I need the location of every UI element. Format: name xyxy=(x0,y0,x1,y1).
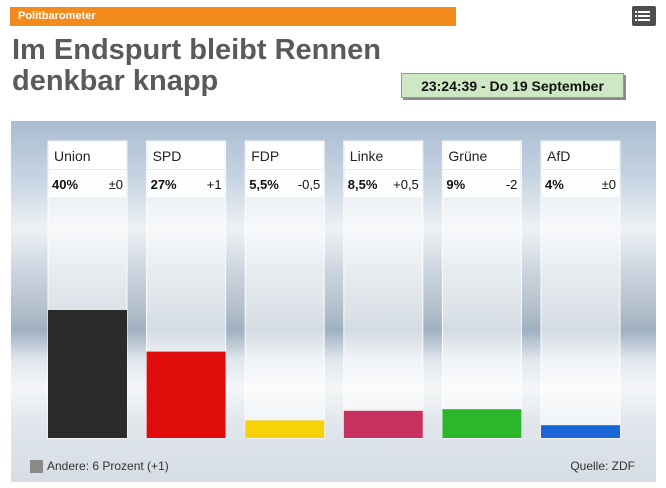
change-label-afd: ±0 xyxy=(602,177,616,192)
party-label-fdp: FDP xyxy=(251,148,279,164)
label-box-spd xyxy=(147,142,225,169)
bar-gr-ne xyxy=(442,409,522,438)
party-label-gr-ne: Grüne xyxy=(448,148,487,164)
change-label-linke: +0,5 xyxy=(393,177,419,192)
section-label: Politbarometer xyxy=(18,10,96,22)
party-label-afd: AfD xyxy=(547,148,570,164)
bar-linke xyxy=(343,410,423,438)
value-label-gr-ne: 9% xyxy=(446,177,465,192)
value-label-spd: 27% xyxy=(151,177,177,192)
legend-entry-andere: Andere: 6 Prozent (+1) xyxy=(47,459,169,473)
menu-button[interactable] xyxy=(632,6,656,26)
clock-display: 23:24:39 - Do 19 September xyxy=(401,73,624,98)
bar-spd xyxy=(146,351,226,438)
value-label-fdp: 5,5% xyxy=(249,177,279,192)
list-icon xyxy=(635,11,650,13)
value-box-afd xyxy=(542,170,619,197)
value-box-gr-ne xyxy=(443,170,521,197)
change-label-union: ±0 xyxy=(109,177,123,192)
label-box-union xyxy=(49,142,126,169)
list-icon-line xyxy=(635,15,650,17)
page-title: Im Endspurt bleibt Rennen denkbar knapp xyxy=(12,34,381,97)
value-label-union: 40% xyxy=(52,177,78,192)
value-box-linke xyxy=(344,170,422,197)
label-box-linke xyxy=(344,142,422,169)
legend-swatch xyxy=(30,460,43,473)
label-box-fdp xyxy=(246,142,324,169)
party-label-union: Union xyxy=(54,148,91,164)
source-label: Quelle: ZDF xyxy=(570,459,635,473)
bar-fdp xyxy=(245,420,325,438)
list-icon-line xyxy=(635,19,650,21)
party-label-linke: Linke xyxy=(350,148,384,164)
value-box-spd xyxy=(147,170,225,197)
party-label-spd: SPD xyxy=(153,148,182,164)
label-box-gr-ne xyxy=(443,142,521,169)
value-box-union xyxy=(49,170,126,197)
label-box-afd xyxy=(542,142,619,169)
change-label-fdp: -0,5 xyxy=(298,177,320,192)
value-box-fdp xyxy=(246,170,324,197)
change-label-spd: +1 xyxy=(207,177,222,192)
bar-union xyxy=(48,310,127,438)
bar-afd xyxy=(541,425,620,438)
value-label-linke: 8,5% xyxy=(348,177,378,192)
section-header-bar: Politbarometer xyxy=(10,7,456,26)
poll-chart-svg: Union 40% ±0 SPD 27% +1 FDP 5,5% -0,5 Linke 8,5% +0… xyxy=(47,140,621,439)
change-label-gr-ne: -2 xyxy=(506,177,518,192)
poll-chart: Union 40% ±0 SPD 27% +1 FDP 5,5% -0,5 Linke 8,5% +0… xyxy=(11,121,656,482)
value-label-afd: 4% xyxy=(545,177,564,192)
